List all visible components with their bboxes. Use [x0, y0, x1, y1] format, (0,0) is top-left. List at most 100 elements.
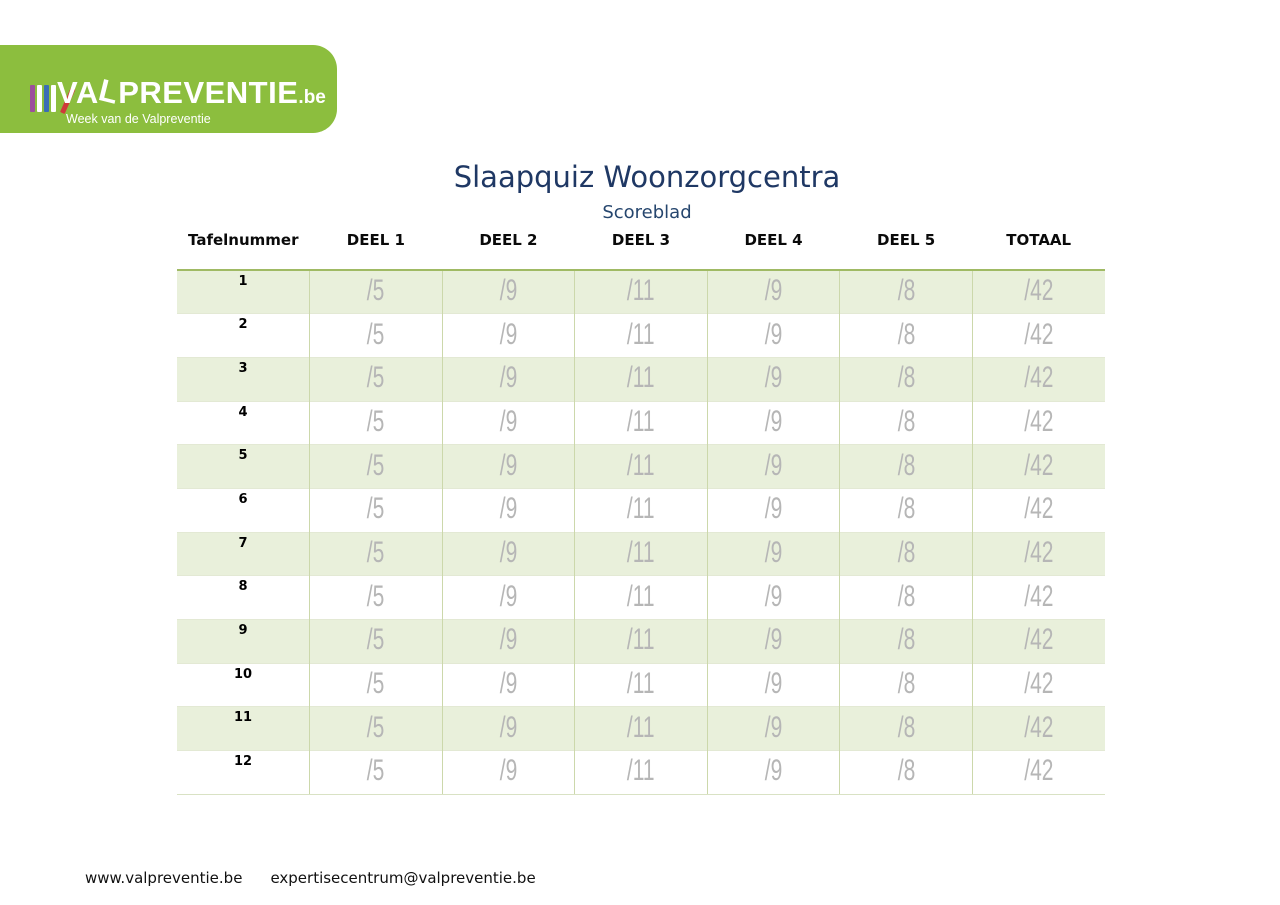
score-cell: /9 — [441, 531, 575, 576]
footer-website: www.valpreventie.be — [85, 869, 243, 887]
row-number: 7 — [177, 531, 310, 576]
score-cell: /8 — [839, 662, 973, 707]
score-value: /5 — [367, 754, 385, 788]
row-number: 12 — [177, 750, 310, 795]
score-value: /9 — [499, 448, 518, 482]
score-cell: /9 — [441, 575, 575, 620]
score-value: /5 — [367, 579, 385, 613]
book-bar-white — [51, 85, 56, 112]
row-number: 10 — [177, 662, 310, 707]
score-value: /8 — [897, 361, 915, 395]
score-value: /42 — [1024, 667, 1054, 701]
score-cell: /9 — [706, 575, 840, 620]
logo-tld: .be — [298, 87, 326, 108]
score-cell: /11 — [574, 313, 708, 358]
row-number: 2 — [177, 313, 310, 358]
score-value: /5 — [367, 274, 385, 308]
table-row: 11/5/9/11/9/8/42 — [177, 706, 1105, 751]
column-header: DEEL 2 — [479, 231, 538, 249]
score-cell: /11 — [574, 269, 708, 314]
score-value: /5 — [367, 667, 385, 701]
score-cell: /9 — [441, 662, 575, 707]
score-value: /9 — [499, 317, 518, 351]
row-number: 3 — [177, 356, 310, 402]
score-cell: /9 — [441, 750, 575, 795]
score-value: /9 — [499, 623, 518, 657]
score-value: /11 — [627, 579, 655, 613]
score-value: /8 — [897, 448, 915, 482]
table-row: 3/5/9/11/9/8/42 — [177, 356, 1105, 402]
valpreventie-logo: VALPREVENTIE.be Week van de Valpreventie — [0, 45, 337, 133]
table-row: 8/5/9/11/9/8/42 — [177, 575, 1105, 620]
score-cell: /9 — [706, 662, 840, 707]
score-cell: /8 — [839, 619, 973, 664]
score-cell: /5 — [309, 706, 443, 751]
footer-email: expertisecentrum@valpreventie.be — [270, 869, 536, 887]
page-title: Slaapquiz Woonzorgcentra — [453, 160, 841, 194]
score-value: /5 — [367, 448, 385, 482]
score-cell: /11 — [574, 400, 708, 445]
books-icon — [30, 85, 76, 115]
score-value: /8 — [897, 667, 915, 701]
column-header: Tafelnummer — [188, 231, 299, 249]
score-value: /11 — [627, 317, 655, 351]
score-cell: /5 — [309, 750, 443, 795]
score-value: /9 — [764, 448, 783, 482]
score-cell: /9 — [441, 487, 575, 533]
table-row: 5/5/9/11/9/8/42 — [177, 444, 1105, 489]
book-bar-purple — [30, 85, 35, 112]
table-row: 12/5/9/11/9/8/42 — [177, 750, 1105, 795]
score-cell: /11 — [574, 750, 708, 795]
column-header: DEEL 4 — [744, 231, 803, 249]
score-cell: /9 — [441, 313, 575, 358]
column-header: DEEL 1 — [346, 231, 405, 249]
logo-text-suffix: PREVENTIE — [118, 75, 299, 110]
score-cell: /9 — [706, 400, 840, 445]
score-cell: /8 — [839, 400, 973, 445]
table-row: 7/5/9/11/9/8/42 — [177, 531, 1105, 576]
score-value: /9 — [499, 754, 518, 788]
score-cell: /9 — [706, 313, 840, 358]
score-cell: /8 — [839, 750, 973, 795]
score-value: /9 — [499, 274, 518, 308]
score-cell: /11 — [574, 531, 708, 576]
header-row: Tafelnummer DEEL 1 DEEL 2 DEEL 3 DEEL 4 DEEL … — [177, 230, 1105, 270]
score-cell: /42 — [971, 619, 1105, 664]
score-cell: /9 — [441, 706, 575, 751]
score-cell: /9 — [706, 619, 840, 664]
score-cell: /5 — [309, 487, 443, 533]
score-cell: /42 — [971, 400, 1105, 445]
column-header: DEEL 5 — [877, 231, 936, 249]
logo-wordmark: VALPREVENTIE.be — [57, 72, 326, 111]
score-value: /5 — [367, 710, 385, 744]
score-value: /8 — [897, 623, 915, 657]
score-cell: /8 — [839, 444, 973, 489]
score-value: /11 — [627, 404, 655, 438]
column-header: TOTAAL — [1006, 231, 1072, 249]
score-value: /9 — [764, 404, 783, 438]
row-number: 8 — [177, 575, 310, 620]
score-cell: /8 — [839, 313, 973, 358]
score-value: /9 — [764, 623, 783, 657]
score-cell: /42 — [971, 356, 1105, 402]
score-value: /42 — [1024, 361, 1054, 395]
score-value: /9 — [764, 317, 783, 351]
row-number: 6 — [177, 487, 310, 533]
score-value: /11 — [627, 535, 655, 569]
score-value: /9 — [499, 492, 518, 526]
score-cell: /9 — [706, 487, 840, 533]
book-bar-blue — [44, 85, 49, 112]
score-table: Tafelnummer DEEL 1 DEEL 2 DEEL 3 DEEL 4 DEEL … — [177, 230, 1105, 795]
score-cell: /5 — [309, 313, 443, 358]
score-cell: /9 — [441, 619, 575, 664]
score-value: /42 — [1024, 535, 1054, 569]
score-cell: /8 — [839, 575, 973, 620]
score-cell: /8 — [839, 531, 973, 576]
score-value: /42 — [1024, 710, 1054, 744]
score-value: /9 — [499, 579, 518, 613]
table-row: 2/5/9/11/9/8/42 — [177, 313, 1105, 358]
score-cell: /42 — [971, 662, 1105, 707]
score-cell: /11 — [574, 662, 708, 707]
table-row: 4/5/9/11/9/8/42 — [177, 400, 1105, 445]
score-cell: /9 — [441, 400, 575, 445]
